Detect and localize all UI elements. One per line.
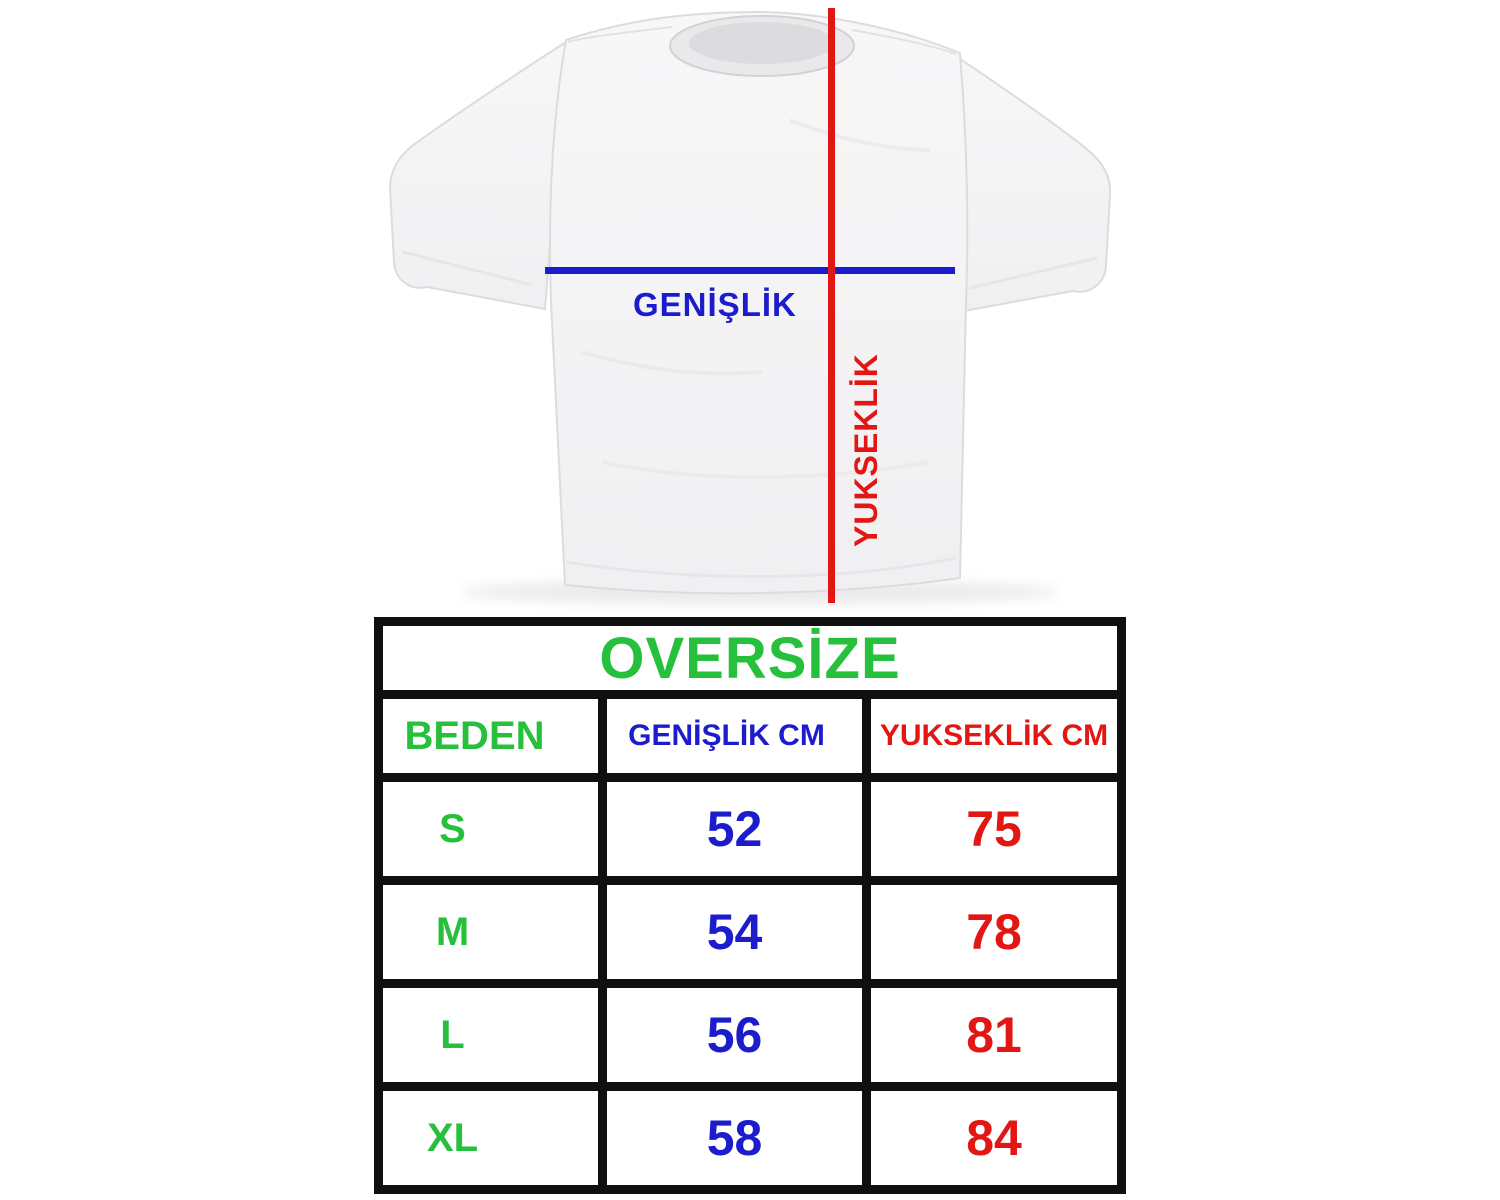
table-row-l-height: 81 — [871, 988, 1117, 1082]
table-row-m-height: 78 — [871, 885, 1117, 979]
table-row-m-size: M — [383, 885, 598, 979]
column-header-yukseklik: YUKSEKLİK CM — [871, 699, 1117, 773]
height-label: YUKSEKLİK — [848, 353, 884, 547]
tshirt-image — [388, 10, 1112, 604]
width-label: GENİŞLİK — [633, 286, 797, 323]
table-row-xl-width: 58 — [607, 1091, 862, 1185]
table-row-s-height: 75 — [871, 782, 1117, 876]
width-measure-line — [545, 267, 955, 274]
table-row-m-width: 54 — [607, 885, 862, 979]
column-header-genislik: GENİŞLİK CM — [607, 699, 862, 773]
table-title: OVERSİZE — [383, 626, 1117, 690]
height-measure-line — [828, 8, 835, 603]
size-table: OVERSİZE BEDEN GENİŞLİK CM YUKSEKLİK CM … — [374, 617, 1126, 1194]
table-row-s-width: 52 — [607, 782, 862, 876]
table-row-xl-size: XL — [383, 1091, 598, 1185]
tshirt-diagram: GENİŞLİK YUKSEKLİK — [370, 0, 1130, 612]
column-header-beden: BEDEN — [383, 699, 598, 773]
table-row-s-size: S — [383, 782, 598, 876]
table-row-l-width: 56 — [607, 988, 862, 1082]
table-title-text: OVERSİZE — [599, 626, 901, 690]
table-row-xl-height: 84 — [871, 1091, 1117, 1185]
table-row-l-size: L — [383, 988, 598, 1082]
